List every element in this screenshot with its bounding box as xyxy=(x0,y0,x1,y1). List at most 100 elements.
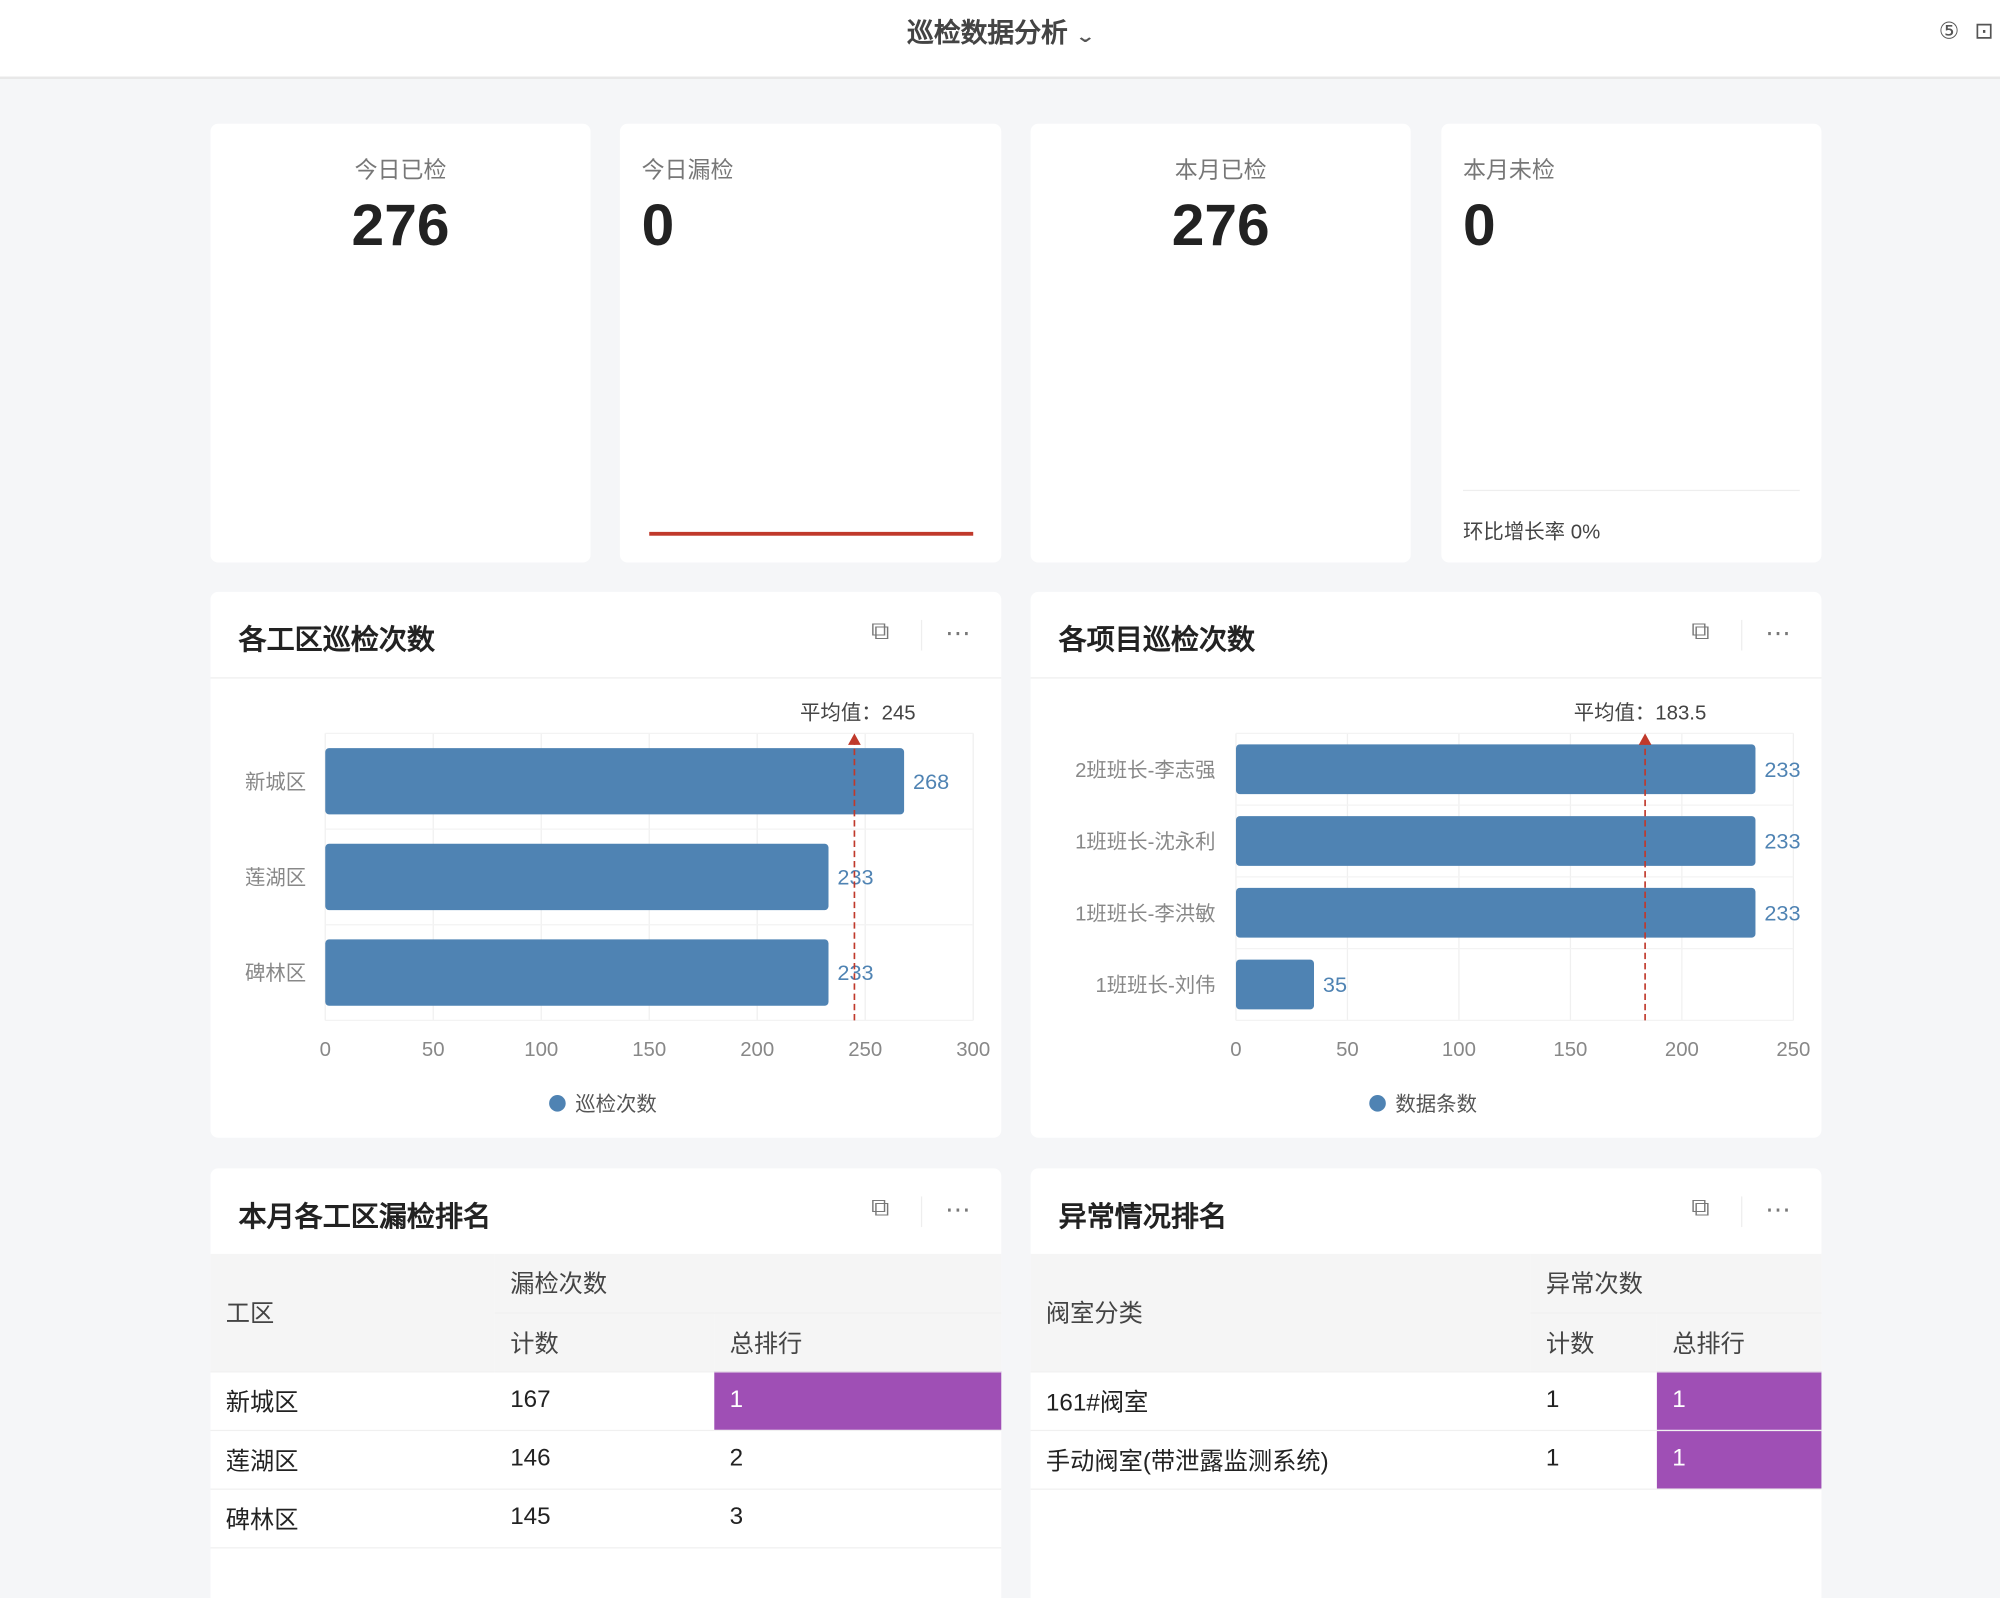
card-title: 本月各工区漏检排名 xyxy=(238,1200,492,1233)
table-cell: 碑林区 xyxy=(210,1488,495,1548)
table-cell: 手动阀室(带泄露监测系统) xyxy=(1030,1429,1531,1490)
dashboard-title-dropdown[interactable]: 巡检数据分析 ⌄ xyxy=(907,19,1096,49)
table-row[interactable]: 莲湖区 146 2 xyxy=(210,1429,1002,1490)
x-tick-label: 200 xyxy=(1665,1039,1699,1061)
more-icon[interactable]: ⋯ xyxy=(945,619,971,648)
column-header: 计数 xyxy=(1530,1312,1657,1372)
table-cell: 新城区 xyxy=(210,1371,495,1431)
expand-icon[interactable]: ⧉ xyxy=(871,617,890,646)
fullscreen-icon[interactable]: ⊡ xyxy=(1974,17,1994,44)
expand-icon[interactable]: ⧉ xyxy=(871,1193,890,1222)
data-label: 35 xyxy=(1323,972,1347,997)
kpi-card-today-checked: 今日已检 276 xyxy=(210,123,591,563)
table-card-missed: 本月各工区漏检排名 ⧉ ⋯ 工区 漏检次数 计数 总排行 新城区 167 1 莲湖区 146 2 碑… xyxy=(210,1168,1002,1598)
divider xyxy=(1741,1196,1743,1228)
divider xyxy=(920,1196,923,1228)
chevron-down-icon: ⌄ xyxy=(1074,25,1096,46)
table-cell: 3 xyxy=(714,1488,1002,1548)
kpi-value: 0 xyxy=(641,191,675,258)
table-card-abnormal: 异常情况排名 ⧉ ⋯ 阀室分类 异常次数 计数 总排行 161#阀室 1 1 手动阀室(带泄露… xyxy=(1030,1168,1822,1598)
refresh-currency-icon[interactable]: ⑤ xyxy=(1938,17,1960,44)
growth-rate: 环比增长率 0% xyxy=(1463,521,1601,544)
kpi-card-today-missed: 今日漏检 0 xyxy=(619,123,1002,563)
more-icon[interactable]: ⋯ xyxy=(1765,1196,1791,1225)
table-row[interactable]: 161#阀室 1 1 xyxy=(1030,1371,1822,1431)
data-label: 233 xyxy=(837,865,873,890)
x-tick-label: 50 xyxy=(1336,1039,1359,1061)
header-row: 工区 漏检次数 xyxy=(210,1253,1002,1372)
more-icon[interactable]: ⋯ xyxy=(945,1196,971,1225)
divider xyxy=(1463,489,1800,492)
x-tick-label: 150 xyxy=(632,1039,666,1061)
bar xyxy=(1235,887,1756,938)
card-title: 各项目巡检次数 xyxy=(1058,623,1256,656)
bar xyxy=(325,843,829,911)
table-row[interactable]: 新城区 167 1 xyxy=(210,1371,1002,1431)
top-bar: 巡检数据分析 ⌄ ⑤ ⊡ xyxy=(0,0,2000,80)
x-tick-label: 0 xyxy=(1230,1039,1241,1061)
more-icon[interactable]: ⋯ xyxy=(1765,619,1791,648)
column-header: 总排行 xyxy=(714,1312,1002,1372)
bar xyxy=(1235,744,1756,795)
bar xyxy=(1235,959,1315,1010)
x-tick-label: 250 xyxy=(848,1039,882,1061)
table-row[interactable]: 碑林区 145 3 xyxy=(210,1488,1002,1548)
average-label: 平均值：183.5 xyxy=(1574,701,1707,724)
header-row: 计数 总排行 xyxy=(1031,1312,1822,1372)
divider xyxy=(210,677,1002,679)
data-label: 233 xyxy=(837,960,873,985)
kpi-card-month-checked: 本月已检 276 xyxy=(1030,123,1411,563)
table-cell: 1 xyxy=(1530,1429,1657,1490)
table-cell: 1 xyxy=(1656,1371,1822,1431)
column-header: 计数 xyxy=(494,1312,715,1372)
table-cell: 莲湖区 xyxy=(210,1429,495,1490)
data-label: 268 xyxy=(913,769,949,794)
column-group-header: 漏检次数 xyxy=(494,1253,1002,1314)
x-tick-label: 50 xyxy=(422,1039,445,1061)
y-category-label: 1班班长-刘伟 xyxy=(1095,974,1215,997)
data-label: 233 xyxy=(1764,757,1800,782)
x-tick-label: 250 xyxy=(1776,1039,1810,1061)
y-category-label: 2班班长-李志强 xyxy=(1075,759,1215,782)
legend-label: 数据条数 xyxy=(1395,1093,1477,1116)
column-header: 阀室分类 xyxy=(1030,1253,1531,1372)
bar-chart: 0 50 100 150 200 250 300 新城区 268 莲湖区 233 碑林区 233 平均值：… xyxy=(245,701,990,1116)
table-cell: 145 xyxy=(494,1488,715,1548)
legend-label: 巡检次数 xyxy=(575,1093,657,1116)
kpi-value: 276 xyxy=(351,191,450,258)
table-cell: 146 xyxy=(494,1429,715,1490)
x-tick-label: 150 xyxy=(1553,1039,1587,1061)
chart-card-project: 各项目巡检次数 ⧉ ⋯ 0 50 100 150 200 250 2班班长-李志强 233 1班… xyxy=(1030,591,1822,1138)
divider xyxy=(920,619,923,651)
kpi-value: 276 xyxy=(1171,191,1270,258)
x-tick-label: 200 xyxy=(740,1039,774,1061)
column-header: 总排行 xyxy=(1656,1312,1822,1372)
table-cell: 2 xyxy=(714,1429,1002,1490)
y-category-label: 碑林区 xyxy=(245,962,306,985)
kpi-value: 0 xyxy=(1463,191,1496,258)
bar xyxy=(1235,816,1756,866)
table-cell: 161#阀室 xyxy=(1030,1371,1531,1431)
divider xyxy=(1030,677,1822,679)
trend-line xyxy=(649,531,974,536)
legend-marker xyxy=(1369,1095,1386,1112)
table-cell: 1 xyxy=(1656,1429,1822,1490)
column-header: 工区 xyxy=(210,1253,495,1372)
header-row: 计数 总排行 xyxy=(210,1312,1002,1372)
table-cell: 1 xyxy=(714,1371,1002,1431)
x-tick-label: 100 xyxy=(524,1039,558,1061)
kpi-label: 本月未检 xyxy=(1463,156,1555,183)
chart-card-district: 各工区巡检次数 ⧉ ⋯ 0 50 100 150 200 250 300 新城区 268 莲湖区 2… xyxy=(210,591,1002,1138)
data-label: 233 xyxy=(1764,900,1800,925)
expand-icon[interactable]: ⧉ xyxy=(1691,1193,1710,1222)
bar xyxy=(325,748,905,815)
average-label: 平均值：245 xyxy=(800,701,916,724)
kpi-label: 今日漏检 xyxy=(641,156,734,183)
card-title: 异常情况排名 xyxy=(1058,1200,1228,1233)
expand-icon[interactable]: ⧉ xyxy=(1691,617,1710,646)
y-category-label: 莲湖区 xyxy=(245,867,306,890)
bar xyxy=(325,939,829,1006)
table-row[interactable]: 手动阀室(带泄露监测系统) 1 1 xyxy=(1030,1429,1822,1490)
average-arrow xyxy=(1638,733,1652,745)
kpi-label: 今日已检 xyxy=(354,156,447,183)
